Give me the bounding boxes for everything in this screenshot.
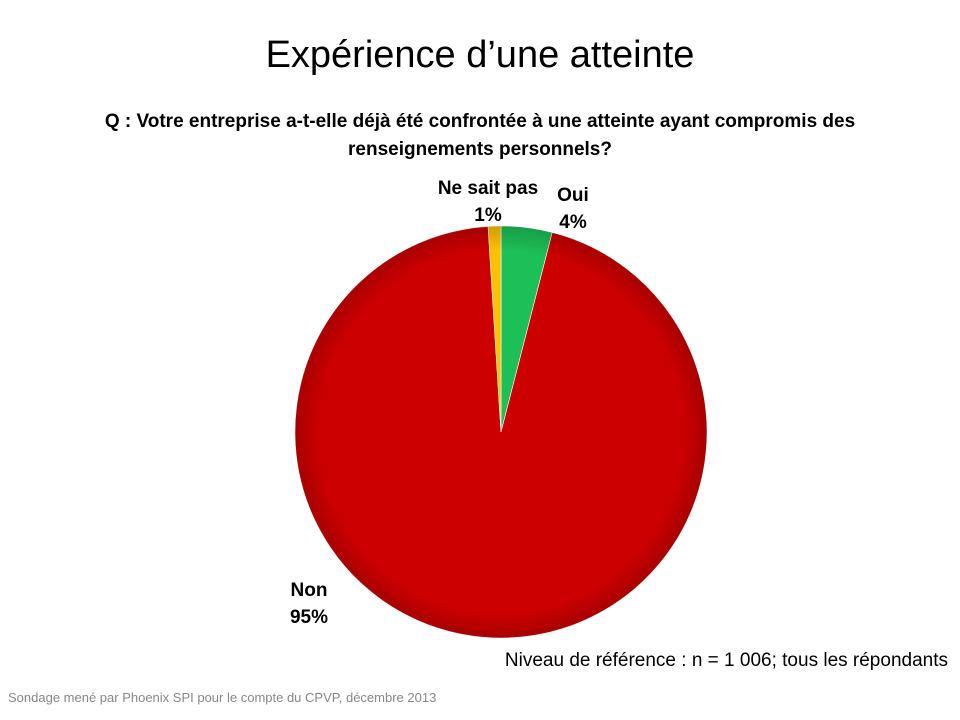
value-oui: 4% bbox=[559, 212, 587, 233]
pie-bevel bbox=[295, 226, 707, 638]
value-ne-sait-pas: 1% bbox=[474, 205, 502, 226]
source-footer: Sondage mené par Phoenix SPI pour le com… bbox=[8, 690, 437, 705]
label-ne-sait-pas: Ne sait pas bbox=[438, 178, 538, 199]
label-non: Non bbox=[291, 580, 328, 601]
label-oui: Oui bbox=[557, 185, 589, 206]
question-text: Q : Votre entreprise a-t-elle déjà été c… bbox=[104, 111, 856, 160]
value-non: 95% bbox=[290, 607, 328, 628]
base-note: Niveau de référence : n = 1 006; tous le… bbox=[504, 650, 948, 671]
slide-title: Expérience d’une atteinte bbox=[265, 34, 695, 76]
